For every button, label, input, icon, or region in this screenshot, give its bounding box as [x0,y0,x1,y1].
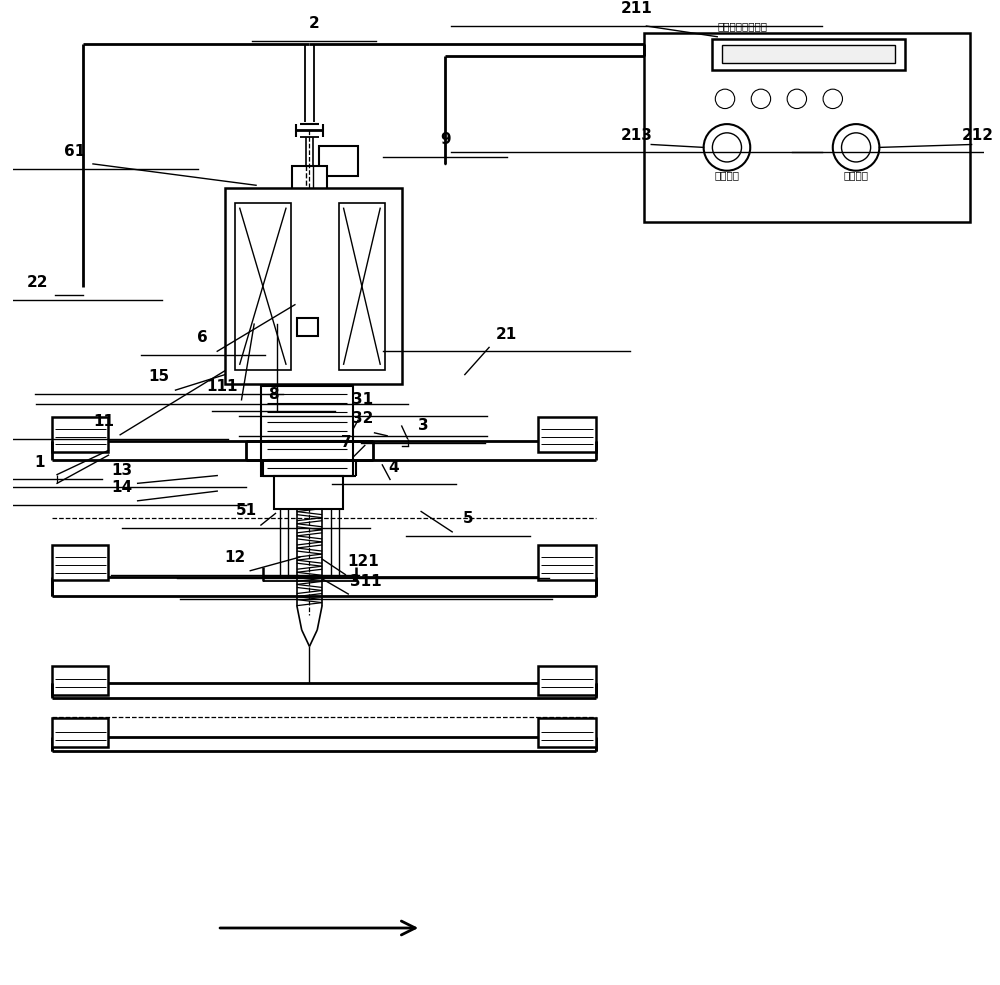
Text: 15: 15 [148,369,170,384]
Bar [52,718,108,748]
Text: 循环启动时间设置: 循环启动时间设置 [717,21,767,31]
Circle shape [715,90,735,108]
Text: 5: 5 [462,511,473,526]
Text: 21: 21 [496,327,517,342]
Bar [52,666,108,695]
Text: 6: 6 [197,330,208,346]
Text: 2: 2 [309,16,320,31]
Circle shape [787,90,807,108]
Text: 1: 1 [34,455,45,470]
Bar [274,476,343,508]
Bar [292,165,327,384]
Bar [297,318,318,336]
Circle shape [712,133,742,162]
Bar [319,147,358,175]
Text: 4: 4 [389,460,399,475]
Circle shape [704,124,750,170]
Text: 13: 13 [112,463,133,478]
Text: 3: 3 [418,418,428,432]
Bar [52,418,108,452]
Bar [261,386,353,476]
Text: 22: 22 [27,275,48,291]
Bar [225,188,402,384]
Bar [538,718,596,748]
Text: 12: 12 [224,550,245,564]
Bar [538,418,596,452]
Circle shape [833,124,879,170]
Text: 31: 31 [352,392,373,407]
Bar [52,546,108,580]
Text: 51: 51 [236,503,257,518]
Circle shape [751,90,771,108]
Text: 213: 213 [621,127,653,143]
Circle shape [823,90,842,108]
Bar [339,203,385,369]
Bar [538,546,596,580]
Text: 32: 32 [352,411,374,427]
Text: 311: 311 [350,574,382,589]
Bar [712,38,905,70]
Text: 211: 211 [621,1,653,17]
Text: 9: 9 [440,132,451,148]
Text: 强制启停: 强制启停 [714,170,739,180]
Text: 14: 14 [112,480,133,495]
Bar [538,666,596,695]
Text: 8: 8 [268,387,279,402]
Circle shape [842,133,871,162]
Text: 自动启停: 自动启停 [844,170,869,180]
Text: 11: 11 [93,414,114,428]
Text: 121: 121 [347,554,379,568]
Bar [644,33,970,223]
Text: 111: 111 [206,379,238,394]
Bar [722,45,895,63]
Text: 61: 61 [64,144,85,159]
Text: 212: 212 [961,127,993,143]
Bar [235,203,291,369]
Text: 7: 7 [341,435,352,450]
